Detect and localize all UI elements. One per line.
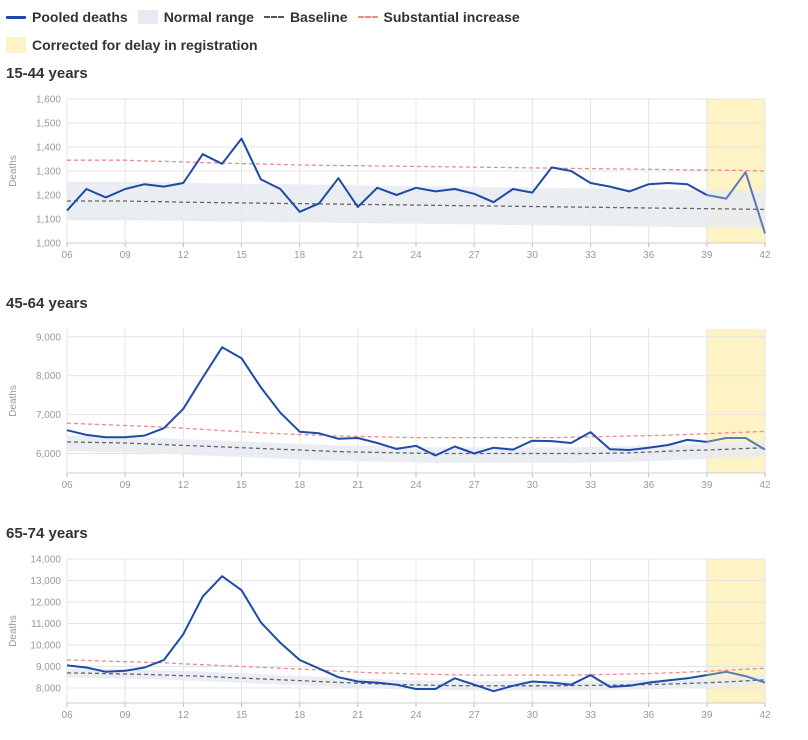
y-tick-label: 14,000 <box>30 555 61 566</box>
x-tick-label: 15 <box>236 480 248 491</box>
baseline-line <box>66 672 766 687</box>
legend-item-normal-range[interactable]: Normal range <box>137 9 254 25</box>
x-tick-label: 12 <box>178 250 190 261</box>
x-tick-label: 24 <box>410 710 422 721</box>
y-axis-title: Deaths <box>8 385 19 417</box>
x-tick-label: 21 <box>352 710 364 721</box>
x-tick-label: 24 <box>410 480 422 491</box>
pooled-deaths-corrected-line <box>706 171 766 234</box>
pooled-deaths-line <box>66 346 707 457</box>
normal-range-band <box>67 181 765 229</box>
x-tick-label: 33 <box>585 480 597 491</box>
corrected-swatch <box>6 37 26 53</box>
pooled-deaths-line <box>66 575 707 693</box>
substantial-increase-line <box>67 159 766 172</box>
y-tick-label: 1,000 <box>36 239 61 250</box>
x-tick-label: 15 <box>236 710 248 721</box>
x-tick-label: 06 <box>61 250 73 261</box>
x-tick-label: 30 <box>527 710 539 721</box>
normal-range-band <box>67 435 765 463</box>
y-tick-label: 1,600 <box>36 95 61 106</box>
y-tick-label: 9,000 <box>36 332 61 343</box>
x-tick-label: 06 <box>61 480 73 491</box>
x-tick-label: 30 <box>527 480 539 491</box>
chart-65-74-years: 8,000 9,000 10,000 11,000 12,000 13,000 14,000… <box>8 555 771 722</box>
x-tick-label: 15 <box>236 250 248 261</box>
x-tick-label: 09 <box>120 480 132 491</box>
x-tick-label: 21 <box>352 480 364 491</box>
x-tick-label: 42 <box>759 710 771 721</box>
x-tick-label: 09 <box>120 250 132 261</box>
y-tick-label: 7,000 <box>36 410 61 421</box>
y-tick-label: 1,100 <box>36 215 61 226</box>
x-tick-label: 39 <box>701 480 713 491</box>
chart-15-44-years: 1,000 1,100 1,200 1,300 1,400 1,500 1,600 06 09 1… <box>8 95 771 262</box>
y-tick-label: 1,500 <box>36 119 61 130</box>
y-tick-label: 12,000 <box>30 597 61 608</box>
substantial-increase-line <box>66 659 766 676</box>
x-tick-label: 27 <box>469 710 481 721</box>
y-tick-label: 8,000 <box>36 371 61 382</box>
normal-range-swatch <box>137 10 158 24</box>
x-tick-label: 33 <box>585 250 597 261</box>
legend: Pooled deaths Normal range Baseline Subs… <box>6 6 796 62</box>
x-tick-label: 36 <box>643 250 655 261</box>
pooled-deaths-corrected-line <box>706 437 766 451</box>
y-tick-label: 6,000 <box>36 449 61 460</box>
x-tick-label: 42 <box>759 480 771 491</box>
baseline-swatch <box>263 16 284 18</box>
baseline-line <box>67 200 766 211</box>
x-tick-label: 18 <box>294 480 306 491</box>
y-tick-label: 9,000 <box>36 662 61 673</box>
x-tick-label: 27 <box>469 250 481 261</box>
legend-row-1: Pooled deaths Normal range Baseline Subs… <box>6 6 796 28</box>
x-tick-label: 36 <box>643 480 655 491</box>
x-tick-label: 09 <box>120 710 132 721</box>
legend-item-baseline[interactable]: Baseline <box>263 9 348 25</box>
x-tick-label: 24 <box>410 250 422 261</box>
chart-45-64-years: 6,000 7,000 8,000 9,000 06 09 12 15 18 21 24 27 30 33… <box>8 329 771 491</box>
x-tick-label: 42 <box>759 250 771 261</box>
y-tick-label: 1,200 <box>36 191 61 202</box>
baseline-line <box>66 441 766 455</box>
legend-item-pooled-deaths[interactable]: Pooled deaths <box>6 9 128 25</box>
legend-label-corrected: Corrected for delay in registration <box>32 37 258 53</box>
pooled-deaths-line <box>66 137 708 213</box>
panel-title-15-44: 15-44 years <box>6 65 88 82</box>
legend-label-normal: Normal range <box>163 9 254 25</box>
x-tick-label: 12 <box>178 710 190 721</box>
y-tick-label: 11,000 <box>31 619 61 630</box>
panel-title-65-74: 65-74 years <box>6 525 88 542</box>
y-tick-label: 1,300 <box>36 167 61 178</box>
y-tick-label: 13,000 <box>30 576 61 587</box>
pooled-deaths-swatch <box>6 15 26 19</box>
x-tick-label: 39 <box>701 710 713 721</box>
x-tick-label: 33 <box>585 710 597 721</box>
y-tick-label: 10,000 <box>30 640 61 651</box>
legend-item-substantial-increase[interactable]: Substantial increase <box>357 9 520 25</box>
substantial-increase-line <box>66 422 766 439</box>
x-tick-label: 06 <box>61 710 73 721</box>
legend-row-2: Corrected for delay in registration <box>6 34 796 56</box>
panel-title-45-64: 45-64 years <box>6 295 88 312</box>
x-tick-label: 27 <box>469 480 481 491</box>
legend-label-pooled: Pooled deaths <box>32 9 128 25</box>
y-axis-title: Deaths <box>8 155 19 187</box>
x-tick-label: 39 <box>701 250 713 261</box>
y-axis-title: Deaths <box>8 615 19 647</box>
substantial-increase-swatch <box>357 16 378 18</box>
x-tick-label: 21 <box>352 250 364 261</box>
legend-label-substantial: Substantial increase <box>383 9 520 25</box>
normal-range-band <box>67 668 765 691</box>
y-tick-label: 8,000 <box>36 683 61 694</box>
x-tick-label: 36 <box>643 710 655 721</box>
legend-label-baseline: Baseline <box>289 9 348 25</box>
pooled-deaths-corrected-line <box>706 670 766 684</box>
legend-item-corrected[interactable]: Corrected for delay in registration <box>6 37 258 53</box>
x-tick-label: 18 <box>294 710 306 721</box>
y-tick-label: 1,400 <box>36 143 61 154</box>
x-tick-label: 30 <box>527 250 539 261</box>
x-tick-label: 18 <box>294 250 306 261</box>
x-tick-label: 12 <box>178 480 190 491</box>
